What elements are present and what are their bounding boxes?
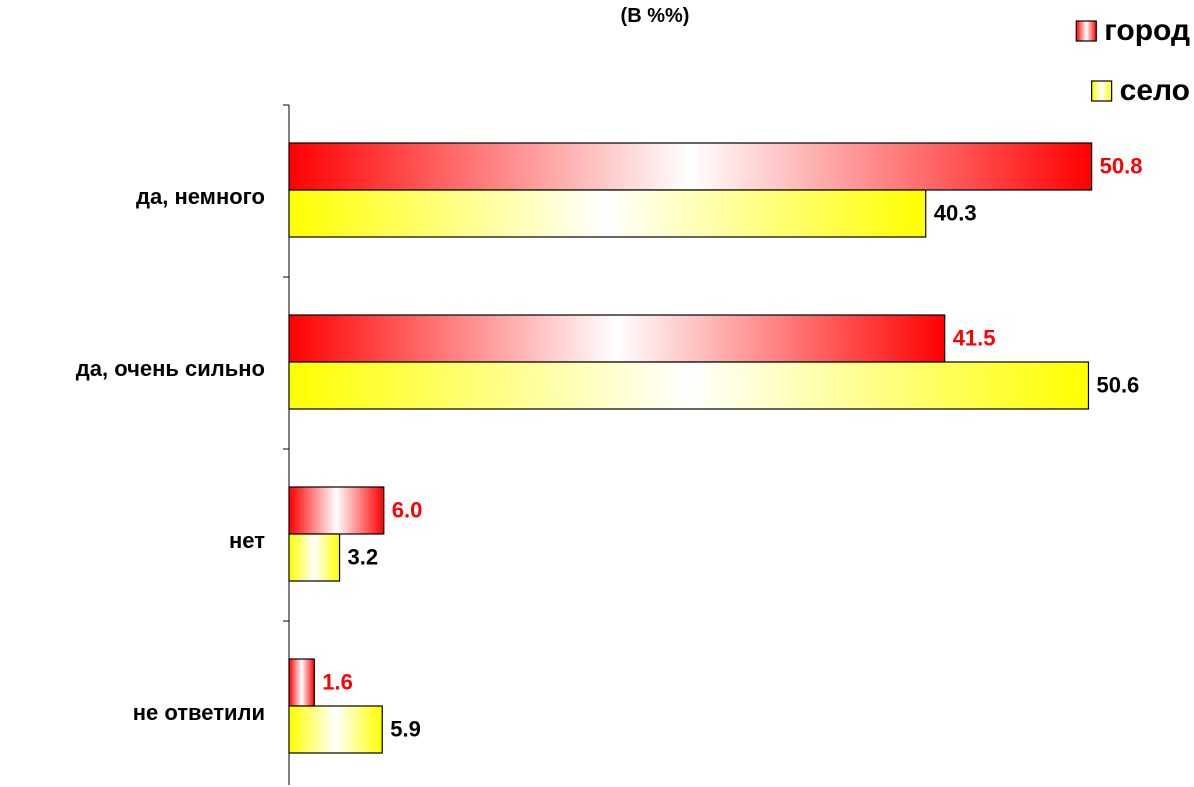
y-axis — [283, 104, 290, 785]
category-label: нет — [229, 528, 265, 553]
bars — [288, 142, 1093, 754]
bar-село — [288, 533, 341, 582]
category-label: да, очень сильно — [76, 356, 265, 381]
chart-title: (В %%) — [621, 5, 690, 27]
legend-swatch-город — [1075, 20, 1097, 42]
category-label: не ответили — [133, 700, 265, 725]
bar-город — [288, 314, 946, 363]
legend-swatch-село — [1091, 80, 1113, 102]
bar-город — [288, 658, 315, 707]
legend: город село — [1075, 14, 1190, 107]
value-label-город: 41.5 — [953, 325, 996, 350]
value-label-село: 40.3 — [934, 200, 977, 225]
category-labels: да, немного да, очень сильно нет не ответил… — [76, 184, 265, 725]
bar-село — [288, 705, 383, 754]
legend-label-город: город — [1104, 14, 1190, 47]
value-labels: 50.8 40.3 41.5 50.6 6.0 3.2 1.6 5.9 — [322, 153, 1142, 741]
bar-город — [288, 486, 385, 535]
bar-город — [288, 142, 1093, 191]
value-label-село: 3.2 — [348, 544, 379, 569]
legend-label-село: село — [1120, 74, 1190, 107]
category-label: да, немного — [136, 184, 265, 209]
bar-село — [288, 361, 1090, 410]
value-label-село: 5.9 — [390, 716, 421, 741]
value-label-город: 6.0 — [392, 497, 423, 522]
value-label-город: 1.6 — [322, 669, 353, 694]
value-label-город: 50.8 — [1100, 153, 1143, 178]
value-label-село: 50.6 — [1096, 372, 1139, 397]
bar-село — [288, 189, 927, 238]
